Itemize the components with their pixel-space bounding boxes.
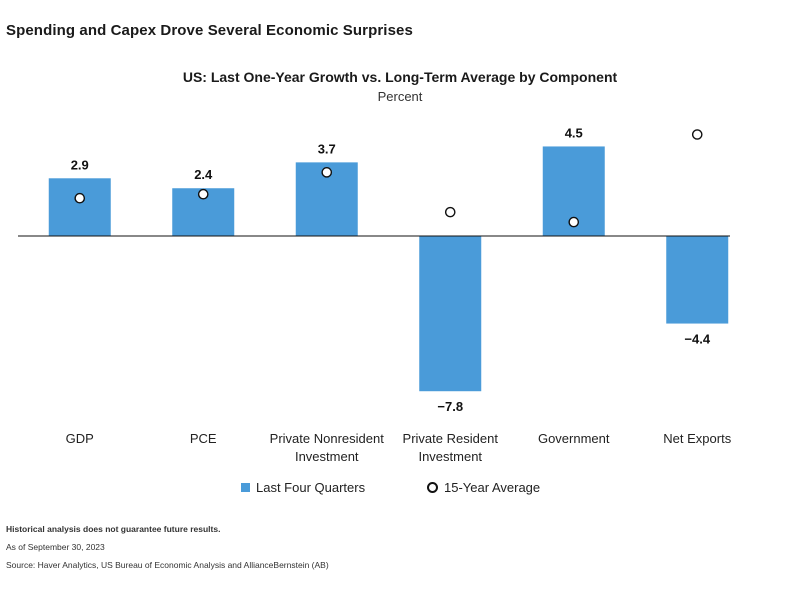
category-label-2: Private Nonresident Investment bbox=[257, 430, 397, 466]
data-label-0: 2.9 bbox=[71, 157, 89, 172]
headline: Spending and Capex Drove Several Economi… bbox=[6, 22, 413, 39]
category-label-line: Investment bbox=[294, 449, 359, 464]
legend-circle-marker bbox=[427, 482, 438, 493]
legend-bar-label: Last Four Quarters bbox=[256, 480, 366, 495]
average-marker-5 bbox=[691, 129, 703, 140]
data-label-2: 3.7 bbox=[318, 141, 336, 156]
category-label-line: Private Nonresident bbox=[269, 431, 384, 446]
footer-asof: As of September 30, 2023 bbox=[6, 542, 105, 552]
category-label-0: GDP bbox=[10, 430, 150, 448]
data-label-1: 2.4 bbox=[194, 167, 213, 182]
category-label-line: GDP bbox=[65, 431, 94, 446]
category-label-5: Net Exports bbox=[627, 430, 767, 448]
footer-disclaimer: Historical analysis does not guarantee f… bbox=[6, 524, 221, 534]
data-label-4: 4.5 bbox=[565, 125, 583, 140]
chart-title: US: Last One-Year Growth vs. Long-Term A… bbox=[182, 69, 618, 85]
legend-marker-label: 15-Year Average bbox=[444, 480, 541, 495]
average-marker-4 bbox=[568, 216, 580, 228]
category-label-4: Government bbox=[504, 430, 644, 448]
average-marker-2 bbox=[321, 167, 333, 178]
category-label-line: Government bbox=[537, 431, 610, 446]
legend-item-bars: Last Four Quarters bbox=[241, 480, 365, 495]
data-label-5: −4.4 bbox=[684, 332, 710, 347]
data-label-3: −7.8 bbox=[437, 399, 463, 414]
category-label-line: Net Exports bbox=[663, 431, 732, 446]
legend-item-average: 15-Year Average bbox=[427, 480, 540, 495]
category-label-3: Private Resident Investment bbox=[380, 430, 520, 466]
category-label-line: Private Resident bbox=[402, 431, 498, 446]
bar-0 bbox=[48, 178, 111, 236]
category-label-line: Investment bbox=[418, 449, 483, 464]
bar-3 bbox=[419, 236, 482, 392]
bar-5 bbox=[666, 236, 729, 324]
average-marker-3 bbox=[444, 206, 456, 218]
chart-subtitle: Percent bbox=[377, 89, 423, 104]
footer-source: Source: Haver Analytics, US Bureau of Ec… bbox=[6, 560, 329, 570]
average-marker-0 bbox=[74, 192, 86, 204]
legend-bar-swatch bbox=[241, 483, 250, 492]
category-label-line: PCE bbox=[189, 431, 217, 446]
category-label-1: PCE bbox=[133, 430, 273, 448]
average-marker-1 bbox=[197, 188, 209, 200]
